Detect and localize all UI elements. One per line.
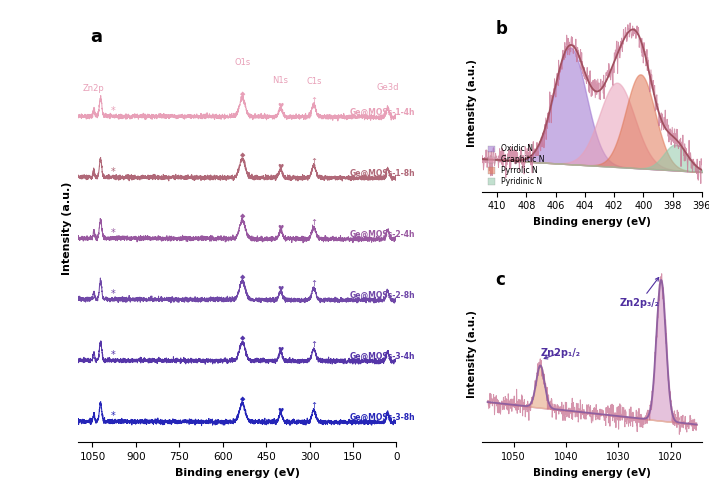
Text: Zn2p₃/₂: Zn2p₃/₂ bbox=[619, 277, 659, 308]
Text: ↑: ↑ bbox=[311, 279, 318, 288]
Text: ◆: ◆ bbox=[240, 274, 245, 280]
Text: N1s: N1s bbox=[272, 77, 289, 85]
Text: ♥: ♥ bbox=[277, 409, 284, 414]
Text: *: * bbox=[111, 166, 115, 177]
Text: a: a bbox=[91, 28, 103, 46]
Text: ◆: ◆ bbox=[240, 335, 245, 341]
Text: Ge@MOSs-2-8h: Ge@MOSs-2-8h bbox=[350, 291, 415, 300]
Text: ↑: ↑ bbox=[311, 340, 318, 349]
Text: O1s: O1s bbox=[234, 58, 250, 67]
Y-axis label: Intensity (a.u.): Intensity (a.u.) bbox=[467, 310, 477, 398]
Text: ↑: ↑ bbox=[311, 96, 318, 105]
Text: c: c bbox=[496, 271, 506, 289]
Text: Ge@MOSs-1-8h: Ge@MOSs-1-8h bbox=[350, 169, 415, 178]
Text: *: * bbox=[111, 228, 115, 238]
Y-axis label: Intensity (a.u.): Intensity (a.u.) bbox=[62, 182, 72, 275]
Text: ♥: ♥ bbox=[277, 347, 284, 353]
Text: ◆: ◆ bbox=[240, 91, 245, 97]
Text: Ge@MOSs-3-4h: Ge@MOSs-3-4h bbox=[350, 352, 415, 361]
Text: Ge@MOSs-2-4h: Ge@MOSs-2-4h bbox=[350, 230, 415, 240]
Text: *: * bbox=[111, 350, 115, 360]
Text: ↑: ↑ bbox=[311, 157, 318, 166]
Text: ♥: ♥ bbox=[277, 225, 284, 231]
X-axis label: Binding energy (eV): Binding energy (eV) bbox=[533, 468, 651, 478]
Text: C1s: C1s bbox=[306, 77, 322, 86]
Text: Zn2p₁/₂: Zn2p₁/₂ bbox=[541, 347, 581, 359]
Text: Ge@MOSs-3-8h: Ge@MOSs-3-8h bbox=[350, 414, 415, 422]
Text: ◆: ◆ bbox=[240, 397, 245, 403]
Text: ♥: ♥ bbox=[277, 164, 284, 170]
Text: Zn2p: Zn2p bbox=[83, 83, 105, 92]
Text: *: * bbox=[111, 411, 115, 421]
Text: ◆: ◆ bbox=[240, 152, 245, 158]
X-axis label: Binding energy (eV): Binding energy (eV) bbox=[174, 468, 300, 478]
Text: ♥: ♥ bbox=[277, 286, 284, 292]
Text: b: b bbox=[496, 20, 508, 38]
X-axis label: Binding energy (eV): Binding energy (eV) bbox=[533, 217, 651, 227]
Text: ◆: ◆ bbox=[240, 213, 245, 219]
Text: Ge@MOSs-1-4h: Ge@MOSs-1-4h bbox=[350, 108, 415, 117]
Text: Ge3d: Ge3d bbox=[376, 83, 399, 92]
Text: *: * bbox=[111, 106, 115, 116]
Text: ↑: ↑ bbox=[311, 402, 318, 411]
Legend: Oxidic N, Graphitic N, Pyrrolic N, Pyridinic N: Oxidic N, Graphitic N, Pyrrolic N, Pyrid… bbox=[486, 143, 547, 188]
Y-axis label: Intensity (a.u.): Intensity (a.u.) bbox=[467, 59, 477, 147]
Text: ♥: ♥ bbox=[277, 103, 284, 109]
Text: ↑: ↑ bbox=[311, 218, 318, 227]
Text: *: * bbox=[111, 289, 115, 299]
